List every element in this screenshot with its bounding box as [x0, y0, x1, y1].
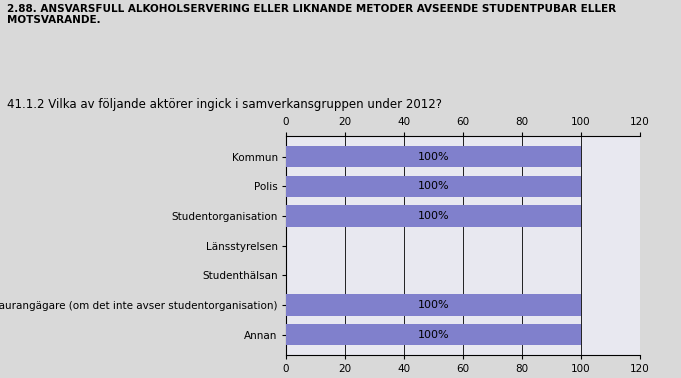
Bar: [286, 324, 581, 345]
Text: 100%: 100%: [417, 181, 449, 191]
Bar: [286, 176, 581, 197]
Bar: [286, 324, 581, 345]
Bar: [286, 176, 581, 197]
Text: 41.1.2 Vilka av följande aktörer ingick i samverkansgruppen under 2012?: 41.1.2 Vilka av följande aktörer ingick …: [7, 98, 442, 111]
Bar: [286, 205, 581, 227]
Bar: [286, 205, 581, 227]
Text: 100%: 100%: [417, 330, 449, 340]
Text: 100%: 100%: [417, 300, 449, 310]
Text: 100%: 100%: [417, 152, 449, 162]
Bar: [286, 146, 581, 167]
Bar: [286, 294, 581, 316]
Text: 100%: 100%: [417, 211, 449, 221]
Bar: [286, 146, 581, 167]
Bar: [286, 294, 581, 316]
Text: 2.88. ANSVARSFULL ALKOHOLSERVERING ELLER LIKNANDE METODER AVSEENDE STUDENTPUBAR : 2.88. ANSVARSFULL ALKOHOLSERVERING ELLER…: [7, 4, 616, 25]
